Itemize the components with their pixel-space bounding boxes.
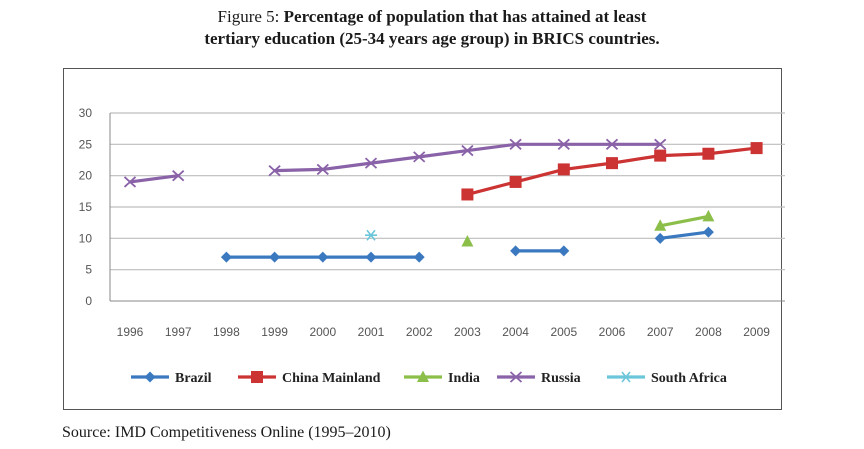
data-point [461, 144, 474, 157]
data-point [317, 251, 329, 263]
data-point [557, 163, 570, 176]
x-tick-label: 2005 [550, 325, 577, 339]
y-tick-label: 5 [85, 263, 92, 277]
data-point [413, 151, 426, 163]
data-point [461, 234, 474, 247]
legend-label: India [448, 371, 480, 386]
series-china-mainland [461, 142, 763, 201]
series-russia [123, 138, 667, 188]
source-note: Source: IMD Competitiveness Online (1995… [62, 424, 391, 441]
data-point [702, 209, 715, 222]
series-line-segment [610, 154, 662, 165]
x-tick-label: 1999 [261, 325, 288, 339]
y-tick-label: 30 [79, 106, 93, 120]
legend-label: China Mainland [282, 371, 381, 386]
series-line-segment [369, 155, 421, 165]
data-point [364, 157, 378, 169]
x-tick-label: 2008 [695, 325, 722, 339]
title-line-2: tertiary education (25-34 years age grou… [204, 29, 660, 48]
legend-item: Russia [497, 371, 581, 386]
data-point [654, 138, 667, 150]
x-tick-label: 2003 [454, 325, 481, 339]
series-line-segment [465, 142, 518, 153]
chart-frame [63, 68, 782, 410]
series-line-segment [417, 149, 469, 159]
data-point [316, 163, 329, 176]
data-point [123, 176, 137, 188]
data-point [510, 245, 522, 257]
figure-label: Figure 5: [217, 7, 284, 26]
data-point [461, 188, 474, 201]
x-tick-label: 2000 [309, 325, 336, 339]
legend-marker [620, 371, 632, 383]
data-point [654, 219, 667, 231]
legend-item: India [404, 370, 480, 386]
series-line-segment [321, 161, 373, 171]
y-tick-label: 20 [79, 169, 93, 183]
series-line-segment [658, 214, 711, 228]
legend-marker [509, 371, 523, 383]
data-point [606, 157, 618, 170]
data-point [558, 245, 570, 257]
data-point [269, 251, 281, 263]
data-point [172, 170, 185, 182]
data-point [654, 149, 667, 162]
title-line-1: Percentage of population that has attain… [283, 7, 647, 26]
data-point [220, 251, 232, 263]
data-point [702, 147, 715, 160]
legend-item: Brazil [131, 371, 212, 386]
series-brazil [220, 226, 714, 263]
data-point [268, 164, 281, 177]
x-tick-label: 2001 [358, 325, 385, 339]
y-tick-label: 15 [79, 200, 93, 214]
legend-marker [417, 370, 429, 382]
x-tick-label: 1998 [213, 325, 240, 339]
series-line-segment [513, 167, 566, 184]
series-line-segment [706, 146, 759, 156]
data-point [365, 251, 377, 263]
data-point [413, 251, 425, 263]
x-tick-label: 1997 [165, 325, 192, 339]
series-south-africa [365, 229, 377, 241]
x-tick-label: 2002 [406, 325, 433, 339]
series-line-segment [465, 180, 518, 197]
series-line-segment [273, 167, 325, 173]
legend-marker [251, 371, 263, 383]
y-tick-label: 25 [79, 137, 93, 151]
legend-item: China Mainland [238, 371, 381, 386]
data-point [654, 232, 666, 244]
data-point [509, 175, 522, 188]
y-tick-label: 0 [85, 294, 92, 308]
data-point [365, 229, 377, 241]
data-point [509, 138, 522, 150]
series-india [461, 209, 715, 247]
chart-title: Figure 5: Percentage of population that … [0, 6, 864, 50]
legend-label: South Africa [651, 371, 727, 386]
x-tick-label: 2006 [599, 325, 626, 339]
legend-marker [144, 371, 156, 383]
x-tick-label: 2004 [502, 325, 529, 339]
series-line-segment [128, 174, 180, 184]
series-line-segment [658, 230, 711, 240]
x-tick-label: 2009 [743, 325, 770, 339]
x-tick-label: 2007 [647, 325, 674, 339]
data-point [702, 226, 714, 238]
data-point [750, 142, 763, 155]
legend-label: Russia [541, 371, 581, 386]
series-line-segment [658, 152, 711, 158]
legend-label: Brazil [175, 371, 212, 386]
legend-item: South Africa [607, 371, 727, 386]
data-point [605, 138, 619, 150]
y-tick-label: 10 [79, 231, 93, 245]
x-tick-label: 1996 [117, 325, 144, 339]
series-line-segment [562, 161, 614, 171]
data-point [557, 138, 570, 150]
